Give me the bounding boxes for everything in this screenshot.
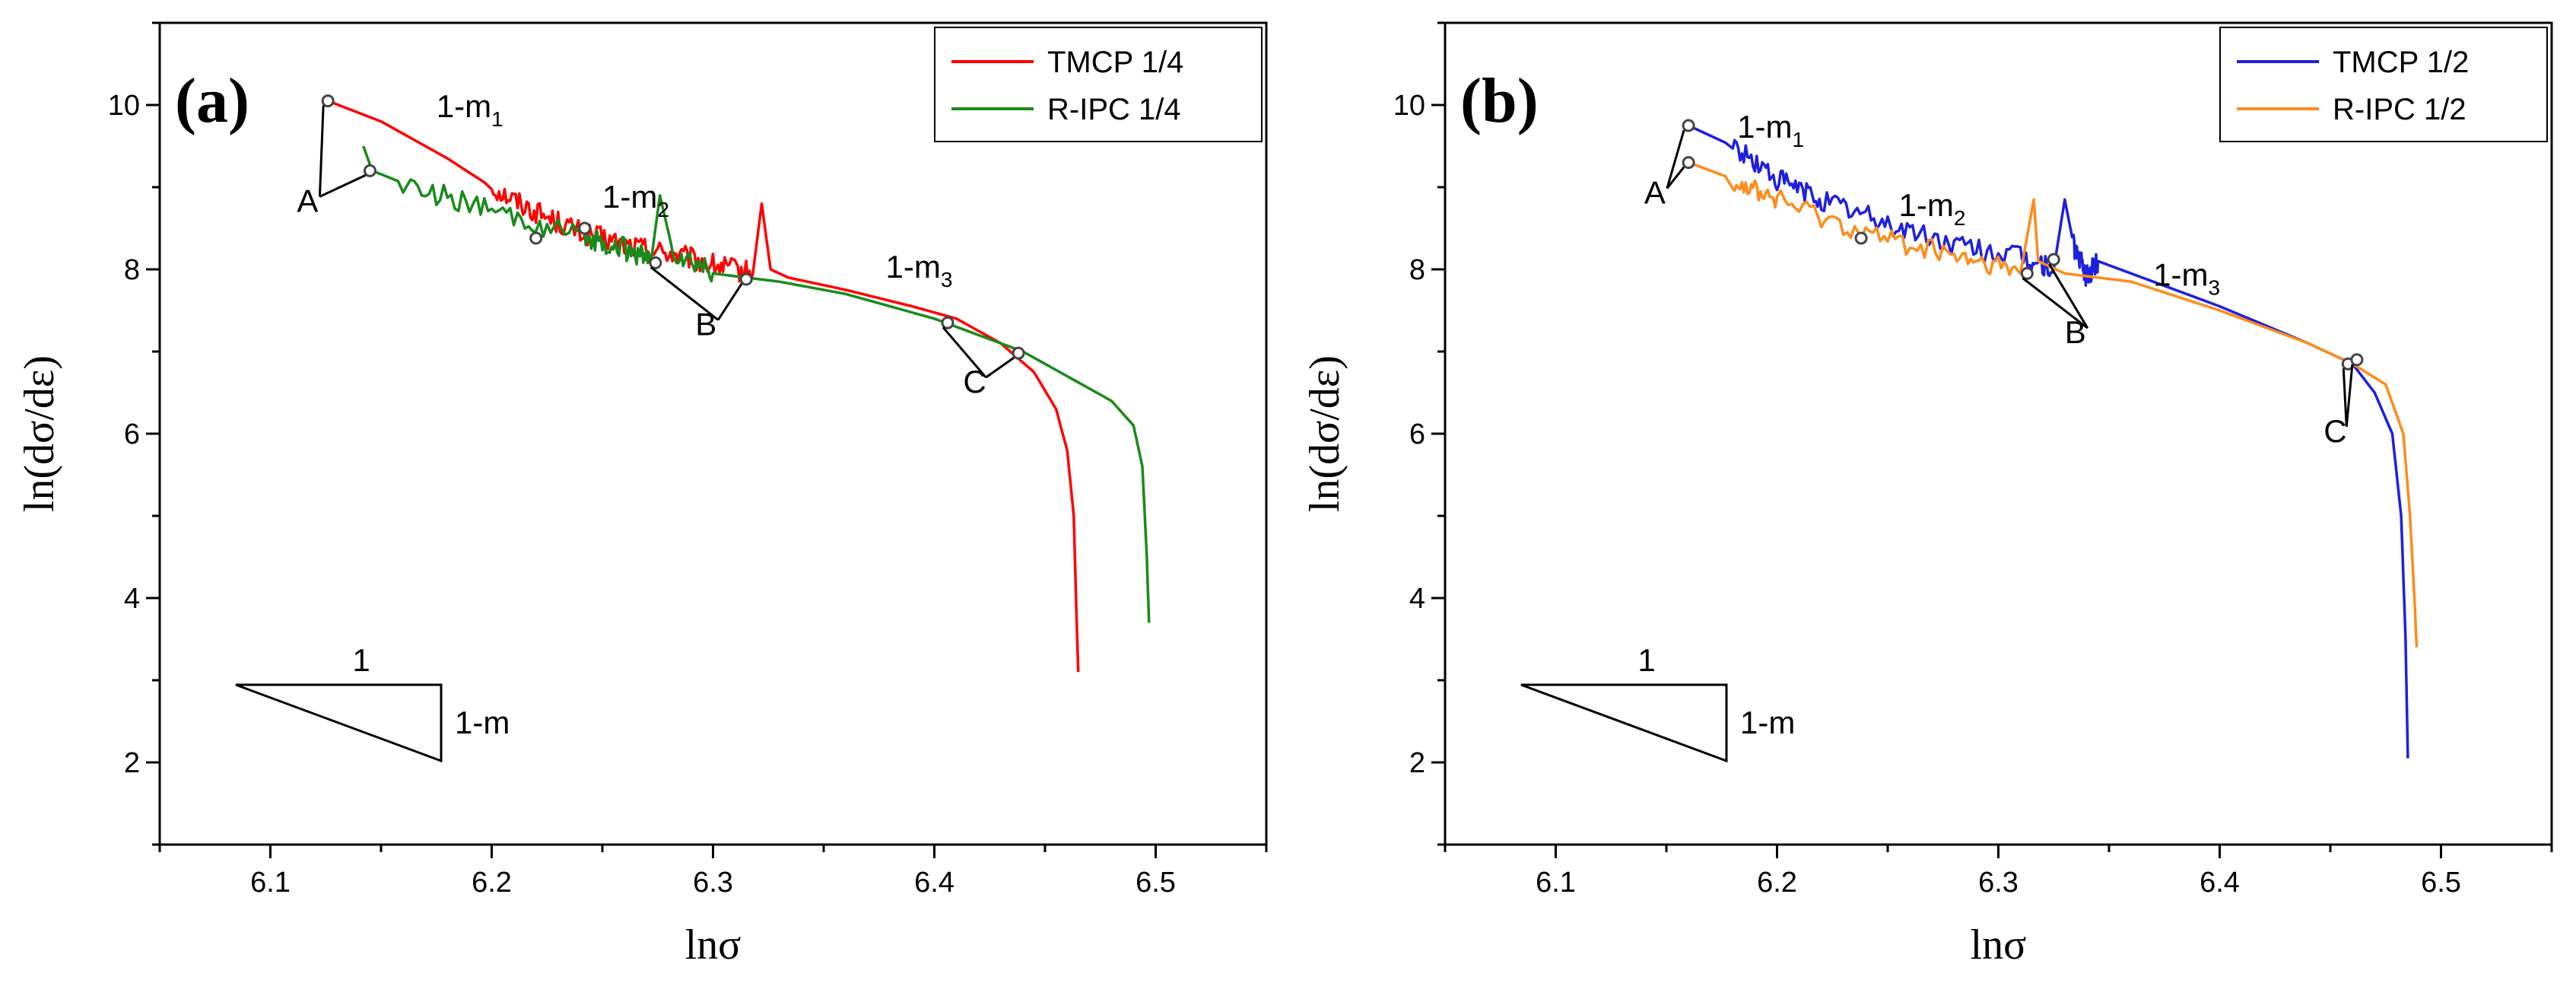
legend-entry: TMCP 1/4 — [1047, 46, 1183, 79]
legend-entry: TMCP 1/2 — [2333, 46, 2469, 79]
slope-annotation-base: 1-m — [1899, 187, 1954, 223]
slope-triangle — [235, 683, 443, 763]
slope-annotation-base: 1-m — [437, 88, 491, 124]
pointer-arrow — [319, 174, 367, 198]
point-label: C — [963, 364, 986, 399]
y-tick-label: 2 — [124, 747, 140, 779]
point-marker — [941, 316, 954, 329]
slope-annotation: 1-m3 — [2153, 257, 2220, 300]
plot-frame — [1444, 21, 2553, 846]
slope-annotation: 1-m1 — [437, 88, 503, 131]
pointer-arrow — [1666, 166, 1685, 189]
y-tick-label: 8 — [124, 254, 140, 286]
legend-box — [2219, 27, 2548, 142]
pointer-arrow — [2022, 277, 2088, 329]
point-marker — [739, 272, 753, 286]
x-tick-label: 6.3 — [1978, 867, 2019, 899]
slope-triangle-rise-label: 1-m — [455, 705, 510, 740]
x-axis-label: lnσ — [1971, 921, 2027, 969]
point-marker — [2350, 353, 2364, 367]
x-tick-label: 6.5 — [1136, 867, 1176, 899]
pointer-arrow — [716, 283, 743, 321]
point-marker — [1682, 119, 1695, 132]
x-axis-label: lnσ — [685, 921, 742, 969]
x-tick-label: 6.3 — [693, 867, 733, 899]
point-marker — [1682, 156, 1695, 170]
pointer-arrow — [1666, 129, 1685, 189]
pointer-arrow — [318, 105, 325, 197]
panel-label: (b) — [1460, 65, 1539, 136]
y-tick-label: 2 — [1409, 747, 1425, 779]
slope-annotation: 1-m3 — [885, 249, 952, 291]
x-tick-label: 6.5 — [2421, 867, 2461, 899]
series-line-tmcp-1-2 — [1688, 124, 2409, 759]
legend-box — [934, 27, 1263, 142]
legend-entry: R-IPC 1/4 — [1047, 93, 1181, 126]
series-line-r-ipc-1-4 — [362, 145, 1151, 623]
slope-triangle-rise-label: 1-m — [1740, 705, 1795, 740]
slope-annotation-subscript: 1 — [491, 107, 503, 131]
point-marker — [2047, 253, 2060, 266]
x-tick-label: 6.2 — [1757, 867, 1797, 899]
slope-annotation-subscript: 2 — [657, 198, 669, 221]
slope-annotation-base: 1-m — [602, 179, 657, 215]
x-tick-label: 6.1 — [250, 867, 291, 899]
y-tick-label: 10 — [1393, 90, 1425, 122]
y-tick-label: 8 — [1409, 254, 1425, 286]
x-tick-label: 6.1 — [1536, 867, 1576, 899]
slope-triangle-run-label: 1 — [1637, 642, 1655, 678]
slope-annotation: 1-m1 — [1737, 109, 1804, 151]
slope-annotation-subscript: 3 — [941, 268, 953, 291]
pointer-arrow — [2342, 368, 2348, 427]
y-tick-label: 10 — [108, 90, 140, 122]
point-marker — [321, 94, 335, 108]
y-tick-label: 4 — [124, 583, 140, 615]
point-marker — [1854, 231, 1868, 245]
pointer-arrow — [2047, 263, 2089, 329]
pointer-arrow — [2345, 364, 2354, 427]
x-tick-label: 6.4 — [914, 867, 954, 899]
series-line-r-ipc-1-2 — [1688, 161, 2419, 648]
slope-triangle-run-label: 1 — [352, 642, 370, 678]
series-line-tmcp-1-4 — [327, 99, 1080, 673]
point-marker — [363, 164, 376, 177]
point-label: B — [695, 306, 716, 342]
y-tick-label: 6 — [124, 418, 140, 450]
slope-annotation-base: 1-m — [885, 249, 940, 285]
pointer-arrow — [985, 356, 1015, 379]
pointer-arrow — [650, 266, 719, 321]
slope-annotation-subscript: 2 — [1954, 206, 1966, 230]
point-marker — [649, 256, 662, 269]
slope-annotation-subscript: 3 — [2209, 276, 2221, 300]
y-axis-label: ln(dσ/dε) — [16, 355, 63, 512]
slope-triangle — [1520, 683, 1728, 763]
legend-entry: R-IPC 1/2 — [2333, 93, 2466, 126]
panel-label: (a) — [175, 65, 249, 136]
slope-annotation: 1-m2 — [1899, 187, 1966, 230]
point-marker — [2020, 266, 2034, 280]
y-axis-label: ln(dσ/dε) — [1301, 355, 1348, 512]
pointer-arrow — [942, 326, 987, 378]
y-tick-label: 4 — [1409, 583, 1425, 615]
point-marker — [1012, 346, 1025, 360]
point-label: A — [1644, 175, 1666, 211]
y-tick-label: 6 — [1409, 418, 1425, 450]
point-marker — [578, 221, 592, 235]
slope-annotation-base: 1-m — [2153, 257, 2208, 293]
point-label: A — [297, 183, 318, 218]
slope-annotation: 1-m2 — [602, 179, 669, 221]
point-label: C — [2323, 413, 2346, 449]
slope-annotation-base: 1-m — [1737, 109, 1792, 145]
plot-frame — [158, 21, 1268, 846]
slope-annotation-subscript: 1 — [1792, 128, 1804, 151]
x-tick-label: 6.2 — [472, 867, 512, 899]
x-tick-label: 6.4 — [2200, 867, 2240, 899]
point-marker — [529, 231, 543, 245]
